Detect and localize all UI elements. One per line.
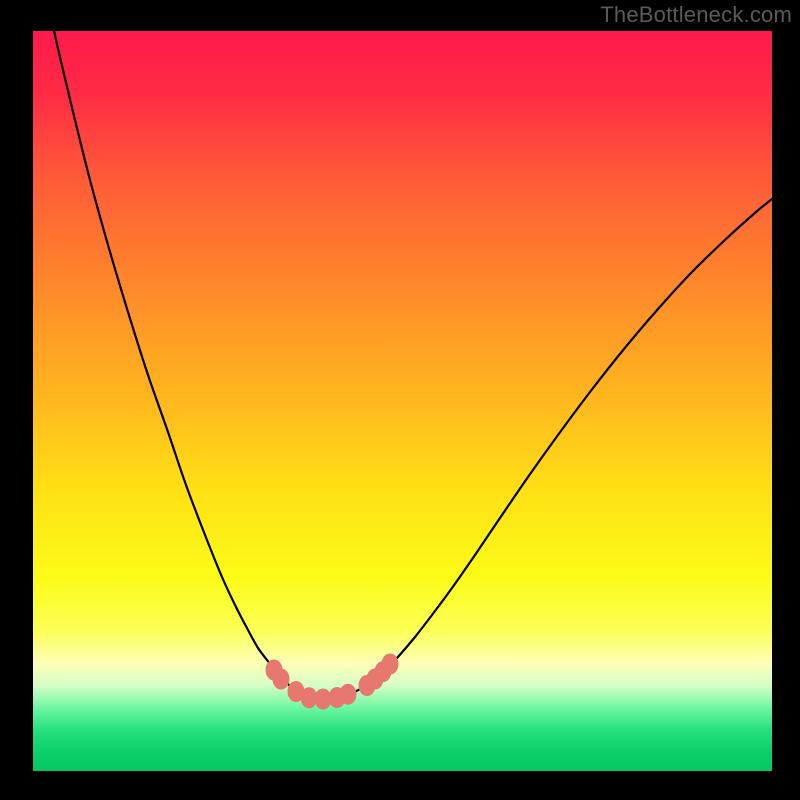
plot-area [33,31,772,771]
marker-dot [302,688,317,707]
marker-dot [383,655,398,674]
gradient-background [33,31,772,771]
watermark-text: TheBottleneck.com [600,2,792,28]
chart-svg [33,31,772,771]
marker-dot [341,685,356,704]
marker-dot [316,690,331,709]
stage: TheBottleneck.com [0,0,800,800]
marker-dot [274,670,289,689]
